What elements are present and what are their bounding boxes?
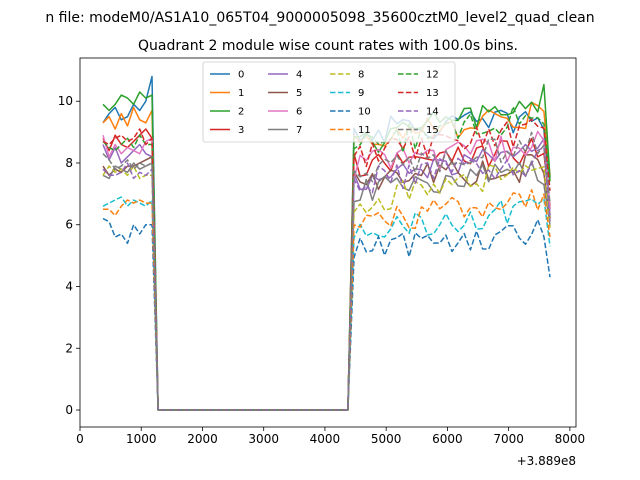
x-tick-label: 1000 xyxy=(126,432,157,446)
legend-label: 15 xyxy=(426,125,439,136)
x-tick-label: 2000 xyxy=(187,432,218,446)
legend-box xyxy=(202,61,456,143)
legend-label: 1 xyxy=(238,88,244,99)
x-tick-label: 8000 xyxy=(555,432,586,446)
legend-label: 7 xyxy=(296,125,302,136)
x-offset-label: +3.889e8 xyxy=(517,454,576,468)
x-tick-label: 5000 xyxy=(371,432,402,446)
legend-label: 13 xyxy=(426,88,439,99)
legend-label: 2 xyxy=(238,107,244,118)
x-tick-label: 4000 xyxy=(310,432,341,446)
y-tick-label: 0 xyxy=(65,403,73,417)
legend-entry: 11 xyxy=(330,125,371,136)
legend-entry: 7 xyxy=(268,125,302,136)
legend-label: 6 xyxy=(296,107,302,118)
legend-entry: 10 xyxy=(330,107,371,118)
legend-entry: 3 xyxy=(210,125,244,136)
legend-entry: 6 xyxy=(268,107,302,118)
legend-entry: 14 xyxy=(398,107,439,118)
legend-entry: 2 xyxy=(210,107,244,118)
legend-entry: 5 xyxy=(268,88,302,99)
chart-title: Quadrant 2 module wise count rates with … xyxy=(138,38,518,54)
y-tick-label: 2 xyxy=(65,341,73,355)
legend-label: 4 xyxy=(296,70,302,81)
y-tick-label: 6 xyxy=(65,218,73,232)
legend-entry: 0 xyxy=(210,70,244,81)
chart-suptitle: n file: modeM0/AS1A10_065T04_9000005098_… xyxy=(45,10,594,26)
x-axis: 0 1000 2000 3000 4000 5000 6000 7000 8000 xyxy=(76,427,585,446)
legend-label: 10 xyxy=(358,107,371,118)
axes-frame xyxy=(79,57,577,428)
y-tick-label: 4 xyxy=(65,280,73,294)
legend-entry: 13 xyxy=(398,88,439,99)
y-tick-label: 10 xyxy=(58,94,73,108)
legend-label: 0 xyxy=(238,70,244,81)
legend-entry: 4 xyxy=(268,70,302,81)
series-line-9 xyxy=(102,196,551,411)
legend-entry: 12 xyxy=(398,70,439,81)
legend-label: 5 xyxy=(296,88,302,99)
legend-label: 3 xyxy=(238,125,244,136)
legend-label: 8 xyxy=(358,70,364,81)
x-tick-label: 6000 xyxy=(432,432,463,446)
legend-entry: 8 xyxy=(330,70,364,81)
x-tick-label: 0 xyxy=(76,432,84,446)
legend-entry: 9 xyxy=(330,88,364,99)
legend-entry: 15 xyxy=(398,125,439,136)
legend-label: 9 xyxy=(358,88,364,99)
series-line-15 xyxy=(102,131,551,411)
legend-label: 12 xyxy=(426,70,439,81)
y-tick-label: 8 xyxy=(65,156,73,170)
legend-label: 14 xyxy=(426,107,439,118)
legend-label: 11 xyxy=(358,125,371,136)
x-tick-label: 3000 xyxy=(248,432,279,446)
legend-entry: 1 xyxy=(210,88,244,99)
x-tick-label: 7000 xyxy=(493,432,524,446)
y-axis: 0 2 4 6 8 10 xyxy=(58,94,80,417)
series-layer xyxy=(102,75,551,411)
